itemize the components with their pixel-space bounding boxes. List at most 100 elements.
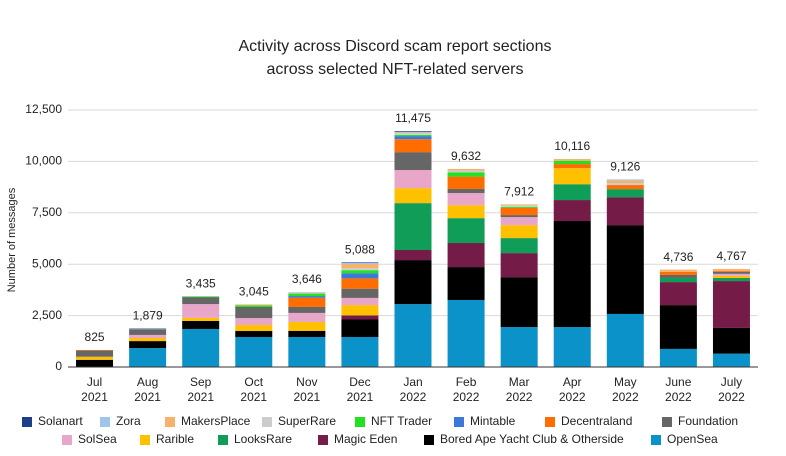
bar-segment <box>553 200 591 222</box>
bar-segment <box>288 296 326 298</box>
bar-segment <box>394 131 432 132</box>
bar-segment <box>659 274 697 278</box>
bar-segment <box>341 262 379 263</box>
bar-segment <box>394 250 432 261</box>
bar-segment <box>659 282 697 306</box>
bar-segment <box>447 243 485 268</box>
bar-segment <box>447 176 485 189</box>
legend-swatch <box>140 435 150 445</box>
bar-segment <box>341 270 379 274</box>
bar-segment <box>235 304 273 306</box>
legend-label: Rarible <box>156 432 194 446</box>
total-label: 1,879 <box>133 309 163 323</box>
bar-segment <box>182 320 220 329</box>
total-label: 11,475 <box>395 111 431 125</box>
bar-segment <box>553 327 591 367</box>
bar-segment <box>341 336 379 367</box>
bar-segment <box>500 217 538 226</box>
bar-segment <box>712 268 750 271</box>
bar-segment <box>447 299 485 367</box>
bar-segment <box>76 356 114 360</box>
bar-segment <box>606 197 644 226</box>
legend-label: MakersPlace <box>181 414 251 428</box>
x-tick-label: Jul 2021 <box>81 375 108 404</box>
legend-swatch <box>62 435 72 445</box>
y-tick-label: 2,500 <box>32 308 62 322</box>
bar-segment <box>394 131 432 133</box>
bar-segment <box>341 273 379 279</box>
bar-segment <box>447 168 485 171</box>
bar-segment <box>447 188 485 194</box>
legend-label: Magic Eden <box>334 432 397 446</box>
x-tick-label: June 2022 <box>665 375 692 404</box>
legend-swatch <box>662 417 672 427</box>
x-tick-label: May 2022 <box>611 375 639 404</box>
x-tick-label: Feb 2022 <box>452 375 480 404</box>
bar-segment <box>659 305 697 349</box>
bar-segment <box>447 170 485 173</box>
legend-swatch <box>545 417 555 427</box>
legend-label: Foundation <box>678 414 738 428</box>
bar-segment <box>553 184 591 201</box>
bar-segment <box>288 312 326 322</box>
bar-segment <box>129 329 167 335</box>
bar-segment <box>712 353 750 367</box>
bar-segment <box>712 270 750 272</box>
bar-segment <box>712 281 750 328</box>
chart-subtitle: across selected NFT-related servers <box>267 61 524 78</box>
bar-segment <box>447 218 485 244</box>
bar-segment <box>129 338 167 342</box>
bar-segment <box>553 160 591 165</box>
bar-segment <box>553 159 591 161</box>
bar-segment <box>659 271 697 275</box>
bar-segment <box>341 288 379 298</box>
bar-segment <box>182 296 220 298</box>
x-tick-label: Mar 2022 <box>505 375 533 404</box>
legend-swatch <box>318 435 328 445</box>
total-label: 4,767 <box>716 249 746 263</box>
bar-segment <box>288 292 326 294</box>
bar-segment <box>182 328 220 367</box>
y-tick-label: 7,500 <box>32 205 62 219</box>
bar-segment <box>341 278 379 289</box>
total-label: 3,045 <box>239 285 269 299</box>
bar-segment <box>394 260 432 305</box>
bar-segment <box>129 334 167 339</box>
bar-segment <box>288 321 326 331</box>
total-label: 10,116 <box>554 139 590 153</box>
y-tick-label: 12,500 <box>25 102 62 116</box>
bar-segment <box>288 336 326 367</box>
bar-segment <box>341 319 379 337</box>
total-label: 7,912 <box>504 185 534 199</box>
bar-segment <box>500 225 538 239</box>
x-tick-label: Aug 2021 <box>134 375 161 404</box>
bar-segment <box>182 304 220 318</box>
bar-segment <box>394 152 432 171</box>
bar-segment <box>76 350 114 351</box>
legend-swatch <box>165 417 175 427</box>
legend-label: NFT Trader <box>371 414 432 428</box>
bar-segment <box>235 306 273 319</box>
legend-swatch <box>454 417 464 427</box>
bar-segment <box>235 336 273 367</box>
total-label: 9,126 <box>610 160 640 174</box>
bar-segment <box>500 207 538 216</box>
x-tick-label: Jan 2022 <box>399 375 427 404</box>
total-label: 9,632 <box>451 149 481 163</box>
y-axis-label: Number of messages <box>6 187 18 292</box>
y-tick-label: 10,000 <box>25 154 62 168</box>
bar-segment <box>394 134 432 137</box>
legend-label: Zora <box>116 414 141 428</box>
chart-title: Activity across Discord scam report sect… <box>239 38 552 55</box>
bar-segment <box>341 297 379 306</box>
bar-segment <box>288 306 326 313</box>
bar-segment <box>288 297 326 307</box>
total-label: 3,646 <box>292 272 322 286</box>
total-label: 3,435 <box>186 277 216 291</box>
bar-segment <box>500 205 538 207</box>
bar-segment <box>500 327 538 367</box>
bar-segment <box>447 267 485 300</box>
bar-segment <box>500 238 538 254</box>
